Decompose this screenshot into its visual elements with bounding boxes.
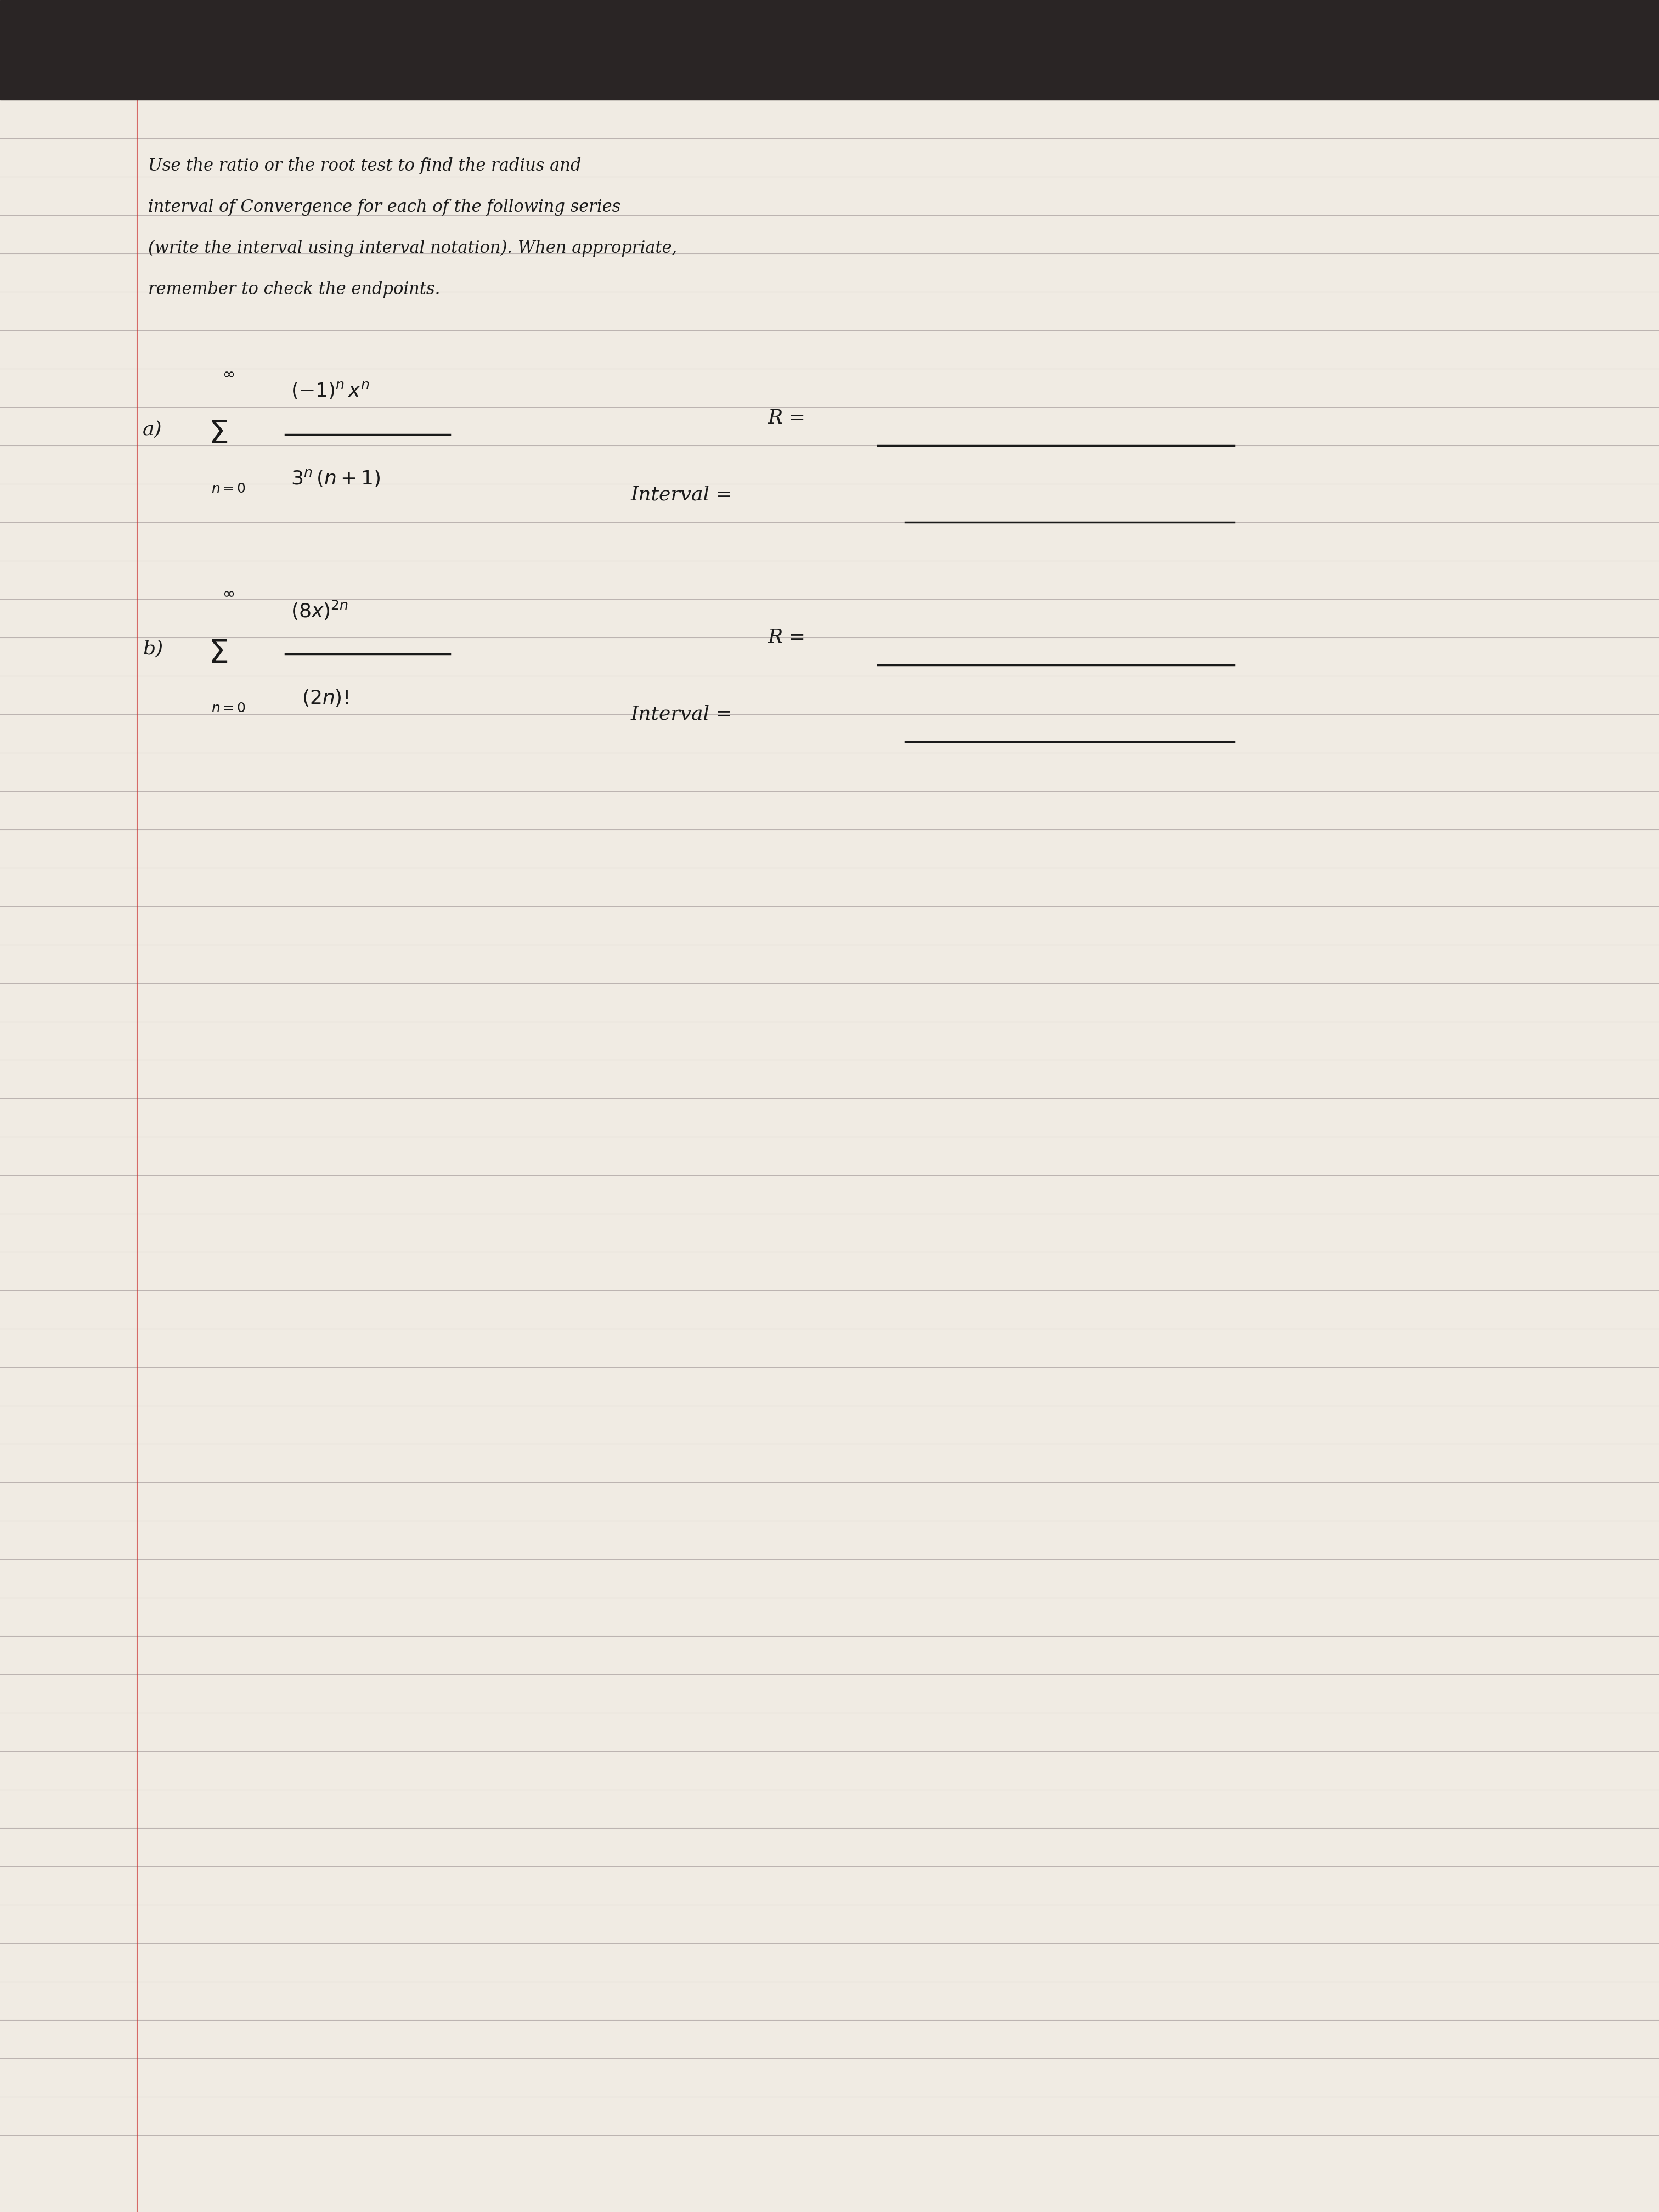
Text: $\infty$: $\infty$	[222, 367, 234, 380]
Text: $n=0$: $n=0$	[211, 703, 246, 714]
Text: remember to check the endpoints.: remember to check the endpoints.	[148, 281, 440, 299]
Text: $\Sigma$: $\Sigma$	[209, 639, 227, 670]
Text: $\Sigma$: $\Sigma$	[209, 418, 227, 449]
Text: Interval =: Interval =	[630, 706, 733, 723]
Text: $3^n\,(n+1)$: $3^n\,(n+1)$	[290, 469, 380, 489]
Text: Use the ratio or the root test to find the radius and: Use the ratio or the root test to find t…	[148, 157, 581, 175]
Text: $(2n)!$: $(2n)!$	[302, 688, 348, 708]
Text: (write the interval using interval notation). When appropriate,: (write the interval using interval notat…	[148, 239, 677, 257]
Text: $n=0$: $n=0$	[211, 482, 246, 495]
Text: $(8x)^{2n}$: $(8x)^{2n}$	[290, 599, 348, 622]
Text: interval of Convergence for each of the following series: interval of Convergence for each of the …	[148, 199, 620, 215]
Text: Interval =: Interval =	[630, 484, 733, 504]
Text: $(-1)^n\, x^n$: $(-1)^n\, x^n$	[290, 380, 370, 400]
Text: R =: R =	[768, 628, 806, 646]
Text: R =: R =	[768, 409, 806, 427]
Bar	[0, 0, 1659, 100]
Text: b): b)	[143, 639, 163, 657]
Text: a): a)	[143, 420, 163, 438]
Text: $\infty$: $\infty$	[222, 586, 234, 602]
